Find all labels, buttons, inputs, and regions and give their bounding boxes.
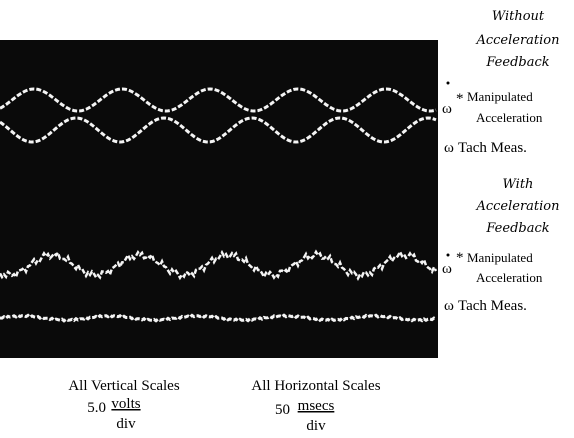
label: Manipulated <box>467 250 533 265</box>
dot <box>447 254 450 257</box>
scale-unit: div <box>116 416 136 432</box>
scale-unit: volts <box>111 396 140 412</box>
dot <box>447 82 450 85</box>
label: Acceleration <box>476 110 543 125</box>
label: Manipulated <box>467 89 533 104</box>
scale-title: All Horizontal Scales <box>251 378 380 394</box>
mark: * <box>456 91 464 107</box>
heading: Feedback <box>485 221 549 236</box>
heading: Feedback <box>485 55 549 70</box>
scope-screen <box>0 40 438 358</box>
scale-value: 5.0 <box>87 400 106 416</box>
scale-value: 50 <box>275 402 290 418</box>
label: Acceleration <box>476 270 543 285</box>
scale-unit: msecs <box>298 398 335 414</box>
label: Tach Meas. <box>458 140 527 156</box>
symbol: ω <box>442 101 452 117</box>
figure: Without Acceleration Feedback ω * Manipu… <box>0 0 574 438</box>
symbol: ω <box>444 298 454 314</box>
scale-unit: div <box>306 418 326 434</box>
heading: With <box>503 177 534 192</box>
heading: Acceleration <box>475 33 559 48</box>
label: Tach Meas. <box>458 298 527 314</box>
symbol: ω <box>444 140 454 156</box>
mark: * <box>456 250 464 266</box>
heading: Acceleration <box>475 199 559 214</box>
heading: Without <box>492 9 545 24</box>
scale-title: All Vertical Scales <box>68 378 180 394</box>
symbol: ω <box>442 261 452 277</box>
